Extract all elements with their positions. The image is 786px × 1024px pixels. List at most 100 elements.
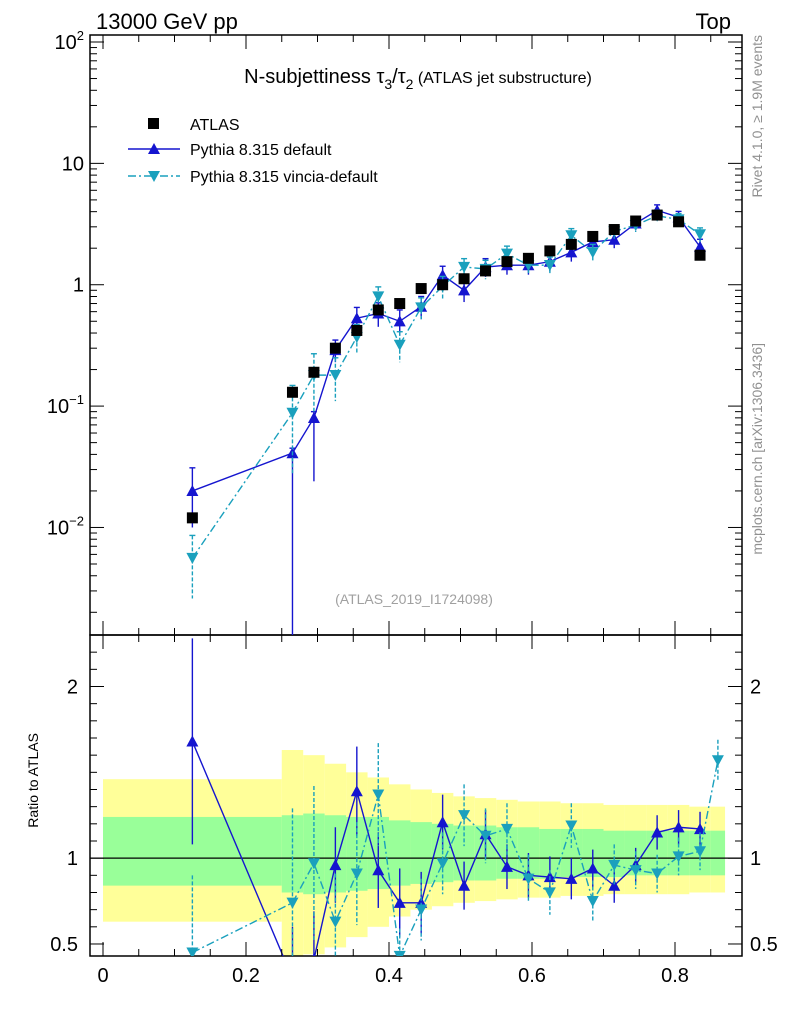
data-point-vincia <box>393 339 406 351</box>
ratio-point-default <box>672 821 685 833</box>
series-line-vincia <box>191 215 701 559</box>
main-panel-series <box>186 204 707 635</box>
ratio-point-default <box>500 860 513 872</box>
ratio-point-vincia <box>586 895 599 908</box>
data-point-atlas <box>630 215 642 227</box>
data-point-atlas <box>480 265 492 277</box>
title-tau-num: τ <box>376 66 384 88</box>
ratio-point-vincia <box>651 868 664 880</box>
ratio-point-vincia <box>415 904 428 916</box>
y-tick-base: 10 <box>47 396 69 418</box>
data-point-vincia <box>186 552 199 565</box>
ratio-point-default <box>586 862 599 874</box>
data-point-atlas <box>394 298 406 310</box>
ratio-point-vincia <box>500 823 513 835</box>
x-tick-label: 0.6 <box>518 965 546 987</box>
legend-label-default: Pythia 8.315 default <box>190 142 332 159</box>
data-point-atlas <box>329 342 341 354</box>
ratio-point-vincia <box>436 858 449 870</box>
title-den-sub: 2 <box>406 76 414 92</box>
ratio-ylabel: Ratio to ATLAS <box>25 733 41 828</box>
data-point-atlas <box>608 224 620 236</box>
chart-frame <box>89 34 743 957</box>
ratio-point-vincia <box>286 897 299 909</box>
y-tick-exp: −1 <box>69 392 84 407</box>
legend-marker-vincia <box>148 171 160 182</box>
band-inner <box>453 825 475 881</box>
legend-marker-default <box>148 143 160 154</box>
ratio-point-default <box>329 859 342 871</box>
data-point-atlas <box>415 283 427 295</box>
data-point-atlas <box>501 256 513 268</box>
ratio-point-vincia <box>307 858 320 870</box>
y-tick-label: 1 <box>73 275 84 297</box>
band-inner <box>710 830 726 876</box>
data-point-atlas <box>651 209 663 221</box>
ratio-point-default <box>286 972 298 983</box>
ratio-point-default <box>350 785 363 797</box>
ratio-point-default <box>694 822 707 835</box>
y-tick-base: 10 <box>47 517 69 539</box>
ratio-point-default <box>651 826 664 838</box>
data-point-atlas <box>458 273 470 285</box>
x-tick-label: 0.2 <box>232 965 260 987</box>
ratio-point-vincia <box>629 865 642 877</box>
y-tick-base: 10 <box>62 153 84 175</box>
main-frame <box>89 34 743 636</box>
ratio-point-default <box>393 896 406 908</box>
ratio-point-vincia <box>372 789 385 801</box>
legend-label-vincia: Pythia 8.315 vincia-default <box>190 169 378 186</box>
ratio-point-vincia <box>186 947 199 956</box>
data-point-atlas <box>544 245 556 257</box>
data-series <box>186 204 724 983</box>
ratio-frame <box>89 634 743 957</box>
ratio-point-default <box>565 872 578 884</box>
data-point-default <box>565 246 578 258</box>
y-tick-base: 1 <box>73 275 84 297</box>
band-inner <box>410 822 432 884</box>
y-tick-label: 102 <box>55 28 84 54</box>
ratio-panel-series <box>186 638 724 983</box>
ratio-point-default <box>436 816 449 828</box>
ratio-point-default <box>372 864 385 876</box>
data-point-vincia <box>694 229 707 241</box>
ratio-point-vincia <box>711 755 724 767</box>
band-inner <box>389 820 411 886</box>
ratio-point-vincia <box>543 887 556 899</box>
ratio-tick-label-right: 0.5 <box>750 934 778 956</box>
title-tau-den: τ <box>398 66 406 88</box>
ratio-point-vincia <box>329 916 342 928</box>
data-point-vincia <box>458 261 471 273</box>
data-point-vincia <box>586 247 599 259</box>
data-point-vincia <box>500 248 513 260</box>
data-point-atlas <box>286 386 298 398</box>
y-tick-exp: 2 <box>77 28 84 43</box>
data-point-default <box>694 240 707 252</box>
data-point-atlas <box>437 279 449 291</box>
ratio-point-vincia <box>608 859 621 872</box>
data-point-default <box>186 484 199 497</box>
ratio-tick-label-right: 2 <box>750 676 761 698</box>
data-point-atlas <box>522 252 534 264</box>
ratio-uncertainty-bands <box>103 750 726 956</box>
data-point-atlas <box>351 324 363 336</box>
ratio-point-vincia <box>565 820 578 832</box>
ratio-tick-label-left: 1 <box>67 848 78 870</box>
data-point-atlas <box>587 230 599 242</box>
data-point-default <box>350 312 363 324</box>
ratio-point-default <box>186 735 199 747</box>
ratio-point-vincia <box>672 851 685 863</box>
data-point-atlas <box>565 238 577 250</box>
data-point-default <box>608 233 621 245</box>
title-main: N-subjettiness <box>244 66 376 88</box>
y-tick-label: 10−1 <box>47 392 84 418</box>
header-right: Top <box>696 9 731 34</box>
x-tick-label: 0.4 <box>375 965 403 987</box>
data-point-atlas <box>186 512 198 524</box>
ratio-point-default <box>458 879 471 891</box>
band-inner <box>560 828 583 878</box>
band-inner <box>539 828 561 879</box>
analysis-id: (ATLAS_2019_I1724098) <box>335 591 493 607</box>
